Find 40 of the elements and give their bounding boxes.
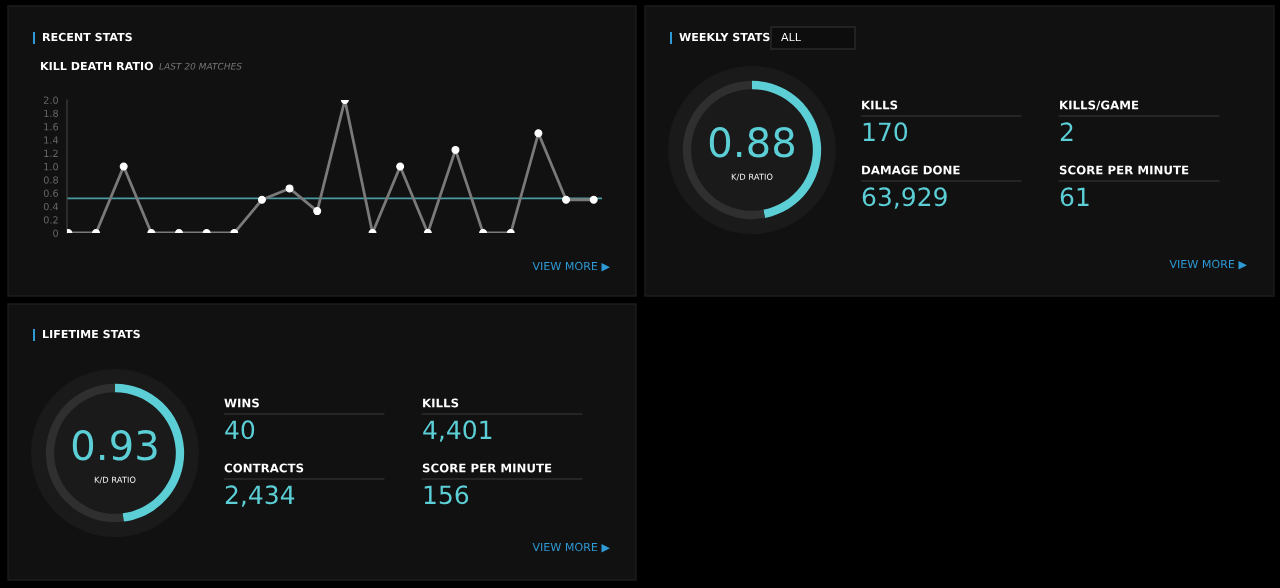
y-tick-label: 0.8 [43,176,58,184]
y-tick-label: 1.6 [44,123,59,131]
y-tick-label: 1.0 [44,162,59,171]
category-label: CONTRACTS [224,463,304,473]
text: VIEW MORE ▶ [1169,259,1247,270]
y-tick-label: 2.0 [43,96,59,104]
y-tick-label: 1.8 [44,109,58,118]
chart-title: RECENT STATS [43,32,132,42]
text: 4,401 [423,420,492,442]
text: 2 [1060,122,1073,141]
category-label: KILLS/GAME [1060,100,1139,111]
text: 40 [225,420,255,440]
category-label: KILLS [423,398,459,408]
text: K/D RATIO [94,476,136,484]
text: LAST 20 MATCHES [159,62,242,70]
text: 0.88 [709,127,795,158]
category-label: KILLS [862,100,898,110]
text: VIEW MORE ▶ [532,542,610,553]
category-label: SCORE PER MINUTE [422,463,552,473]
text: 61 [1060,187,1089,207]
text: ALL [781,32,801,42]
text: LIFETIME STATS [43,329,140,339]
y-tick-label: 0.4 [43,202,59,211]
category-label: DAMAGE DONE [862,165,960,175]
text: VIEW MORE ▶ [532,261,610,272]
y-tick-label: 0 [53,229,59,237]
y-tick-label: 0.6 [43,189,59,197]
text: 2,434 [225,485,295,507]
y-tick-label: 1.4 [44,136,59,144]
y-tick-label: 1.2 [44,149,58,157]
text: K/D RATIO [731,173,773,181]
chart-subtitle: KILL DEATH RATIO [41,61,153,71]
text: 63,929 [862,187,947,209]
text: 0.93 [72,430,157,461]
text: 170 [863,122,908,142]
text: WEEKLY STATS [679,32,770,42]
category-label: SCORE PER MINUTE [1059,165,1189,175]
text: 156 [424,485,469,505]
y-tick-label: 0.2 [43,216,58,224]
category-label: WINS [224,398,259,408]
